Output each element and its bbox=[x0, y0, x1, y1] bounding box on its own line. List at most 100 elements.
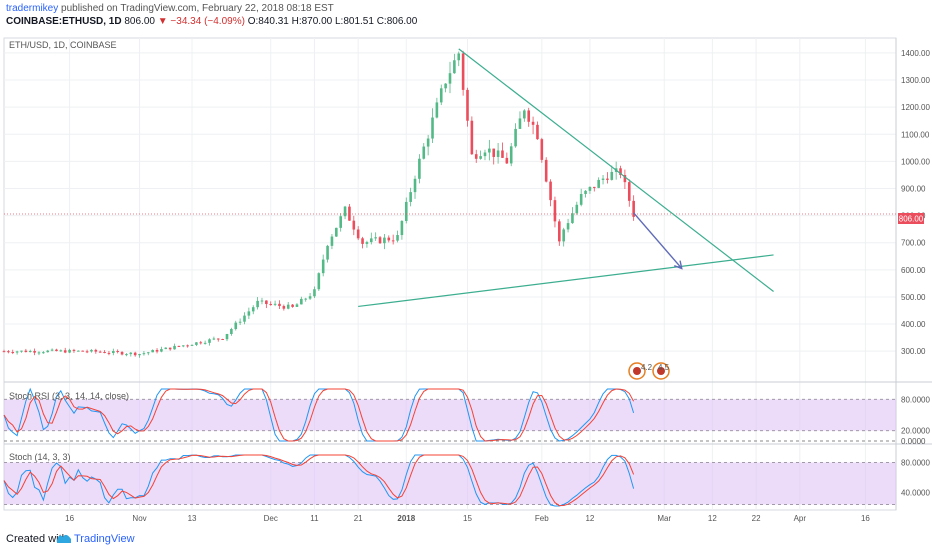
projection-line[interactable] bbox=[633, 212, 683, 269]
stoch-rsi-d-line bbox=[3, 388, 635, 442]
candle bbox=[199, 340, 203, 345]
candle-body bbox=[98, 351, 102, 353]
candle bbox=[601, 174, 605, 185]
candle-body bbox=[278, 303, 281, 307]
y-tick-label: 1000.00 bbox=[901, 157, 930, 166]
y-tick-label: 1400.00 bbox=[901, 49, 930, 58]
candle bbox=[588, 186, 592, 194]
candle bbox=[243, 312, 246, 325]
candle-body bbox=[492, 148, 496, 157]
candle-body bbox=[571, 213, 574, 224]
candle-body bbox=[343, 206, 347, 217]
candle bbox=[435, 97, 439, 119]
y-tick-label: 500.00 bbox=[901, 293, 926, 302]
candle bbox=[514, 123, 517, 148]
publish-line: tradermikey published on TradingView.com… bbox=[6, 3, 334, 14]
candle-body bbox=[221, 339, 224, 341]
candle bbox=[304, 297, 308, 302]
stoch-band bbox=[4, 462, 896, 505]
candle-body bbox=[317, 273, 321, 290]
candle-body bbox=[352, 220, 356, 230]
tradingview-logo-icon[interactable] bbox=[56, 531, 72, 545]
ohlc-values: O:840.31 H:870.00 L:801.51 C:806.00 bbox=[247, 16, 418, 27]
x-tick-label: 13 bbox=[188, 514, 197, 523]
candle bbox=[400, 220, 404, 240]
stoch-rsi-legend: Stoch RSI (3, 3, 14, 14, close) bbox=[9, 391, 129, 401]
stoch-rsi-band bbox=[4, 399, 896, 431]
candle-body bbox=[42, 352, 45, 354]
candle bbox=[321, 254, 325, 277]
candle-body bbox=[575, 204, 579, 214]
candle-body bbox=[339, 216, 342, 228]
earnings-badge[interactable]: 4.5 bbox=[652, 362, 670, 380]
candle bbox=[597, 177, 600, 189]
candle-body bbox=[413, 178, 417, 193]
candle-body bbox=[426, 138, 430, 147]
candle bbox=[457, 51, 461, 67]
price-change: −34.34 (−4.09%) bbox=[170, 16, 245, 27]
created-with: Created with bbox=[6, 533, 68, 545]
candle bbox=[28, 349, 32, 353]
candle bbox=[98, 350, 102, 353]
candle-body bbox=[7, 351, 10, 353]
candle-body bbox=[330, 236, 334, 246]
candle bbox=[63, 347, 67, 354]
candle-body bbox=[243, 315, 246, 322]
candle bbox=[278, 300, 281, 309]
lower-trendline[interactable] bbox=[358, 254, 774, 308]
candle-body bbox=[523, 110, 526, 119]
candle-body bbox=[125, 354, 128, 356]
price-label-box: 806.00 bbox=[898, 213, 924, 224]
candle-body bbox=[518, 118, 522, 129]
projection-arrow[interactable] bbox=[633, 212, 683, 270]
candle bbox=[46, 349, 50, 353]
candle-body bbox=[251, 307, 255, 312]
oscillators bbox=[3, 387, 635, 507]
candle bbox=[300, 296, 303, 305]
upper-trendline[interactable] bbox=[458, 48, 774, 292]
candle-body bbox=[247, 311, 251, 316]
candle bbox=[11, 349, 15, 355]
candle bbox=[343, 205, 347, 220]
axes[interactable]: 300.00400.00500.00600.00700.00800.00900.… bbox=[65, 49, 930, 523]
candle bbox=[173, 343, 176, 350]
y-tick-label: 700.00 bbox=[901, 239, 926, 248]
candle-body bbox=[627, 182, 631, 201]
candle-body bbox=[466, 89, 469, 121]
candle-body bbox=[265, 300, 268, 305]
candle-body bbox=[623, 175, 627, 183]
quote-line: COINBASE:ETHUSD, 1D 806.00 ▼ −34.34 (−4.… bbox=[6, 16, 417, 27]
candle-body bbox=[606, 178, 609, 180]
candle bbox=[571, 207, 574, 224]
candle bbox=[444, 83, 447, 93]
candles[interactable] bbox=[2, 50, 635, 358]
candle-body bbox=[286, 304, 290, 309]
stoch-rsi-k-line bbox=[3, 387, 635, 442]
candle bbox=[606, 172, 609, 184]
candle bbox=[470, 116, 474, 155]
author-link[interactable]: tradermikey bbox=[6, 3, 59, 14]
candle-body bbox=[313, 289, 316, 297]
earnings-badge[interactable]: 4.2 bbox=[628, 362, 653, 380]
tradingview-brand[interactable]: TradingView bbox=[74, 533, 135, 545]
candle bbox=[146, 351, 150, 356]
candle bbox=[55, 348, 58, 352]
candle bbox=[256, 297, 259, 310]
candle-body bbox=[387, 237, 391, 241]
candle-body bbox=[439, 88, 443, 103]
candle bbox=[474, 149, 478, 163]
candle bbox=[50, 348, 54, 352]
candle-body bbox=[20, 350, 23, 352]
candle bbox=[155, 348, 159, 354]
candle bbox=[523, 109, 526, 122]
down-arrow-icon: ▼ bbox=[157, 16, 168, 27]
candle-body bbox=[142, 353, 146, 355]
candle-body bbox=[164, 347, 168, 350]
candle-body bbox=[81, 350, 85, 352]
candle bbox=[247, 307, 251, 320]
stoch-level-label: 40.0000 bbox=[901, 489, 930, 498]
candle bbox=[133, 351, 137, 357]
candle bbox=[466, 87, 469, 127]
candle-body bbox=[181, 345, 185, 347]
